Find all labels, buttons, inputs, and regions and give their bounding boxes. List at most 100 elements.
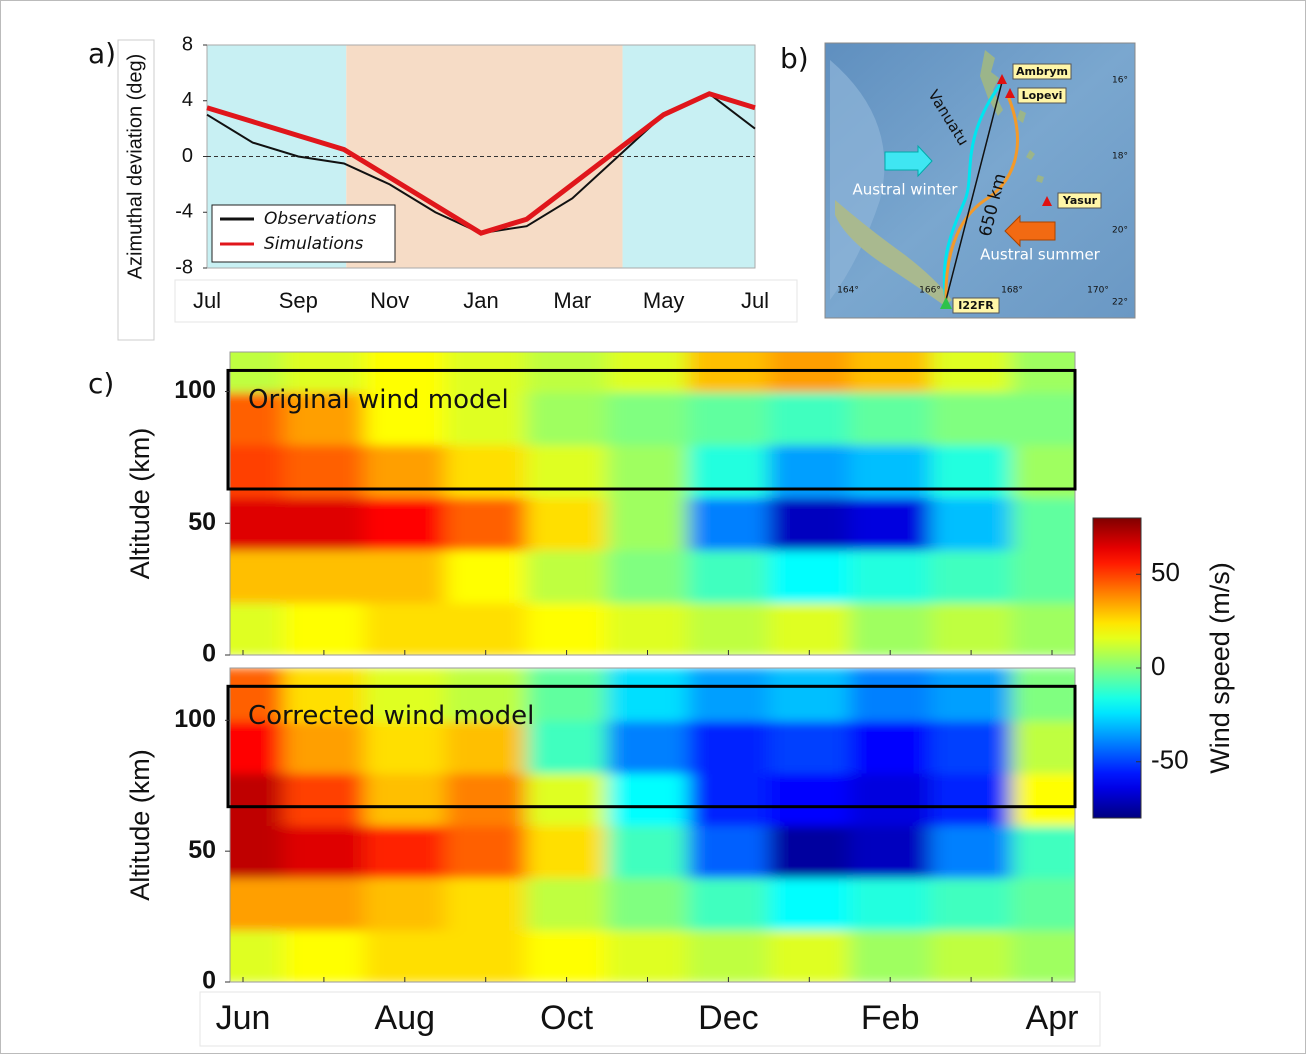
y-tick-label: 100	[174, 376, 216, 404]
y-axis-label: Azimuthal deviation (deg)	[124, 54, 146, 280]
y-tick-label: 0	[202, 967, 216, 995]
heat-cell	[768, 549, 851, 604]
heat-cell	[687, 720, 770, 774]
legend-label: Simulations	[264, 234, 364, 254]
highlight-box	[226, 684, 1077, 809]
lon-label: 164°	[837, 286, 859, 296]
heat-cell	[930, 668, 1013, 722]
heatmap-cells	[230, 668, 1075, 982]
heat-cell	[526, 720, 609, 774]
x-tick-label: Aug	[375, 999, 436, 1037]
y-axis-label: Altitude (km)	[125, 428, 155, 580]
axis-frame	[199, 991, 1101, 1047]
heat-cell	[1011, 602, 1075, 655]
heat-cell	[930, 496, 1013, 551]
heat-cell	[849, 720, 932, 774]
distance-line	[945, 81, 1003, 301]
island	[980, 50, 1044, 183]
heat-cell	[364, 352, 447, 393]
lat-label: 22°	[1112, 298, 1128, 308]
arrow-summer	[1004, 214, 1056, 248]
label-frame	[117, 39, 155, 341]
heat-cell	[687, 877, 770, 931]
heat-cell	[687, 602, 770, 655]
heat-cell	[526, 668, 609, 722]
x-tick-label: Mar	[553, 288, 591, 313]
heat-cell	[1011, 772, 1075, 826]
heat-cell	[1011, 352, 1075, 393]
heat-cell	[1011, 496, 1075, 551]
shelf	[830, 60, 885, 300]
heat-cell	[687, 668, 770, 722]
heat-cell	[607, 772, 689, 826]
heat-cell	[768, 496, 851, 551]
path-winter	[942, 84, 1002, 301]
y-tick-label: -4	[175, 201, 193, 223]
x-tick-label: Dec	[698, 999, 758, 1037]
heat-cell	[526, 602, 609, 655]
heat-cell	[1011, 929, 1075, 982]
heat-cell	[445, 772, 528, 826]
panel-label: a)	[88, 37, 116, 70]
heat-cell	[1011, 391, 1075, 446]
heatmap	[230, 668, 1075, 982]
heat-cell	[526, 352, 609, 393]
heat-cell	[930, 877, 1013, 931]
heat-cell	[687, 549, 770, 604]
x-tick-label: Oct	[540, 999, 593, 1037]
label-box	[952, 297, 1000, 314]
colorbar-tick-label: 50	[1151, 557, 1180, 587]
island	[835, 200, 952, 306]
heat-cell	[364, 772, 447, 826]
y-tick-label: -8	[175, 256, 193, 278]
heat-cell	[1011, 825, 1075, 879]
heat-cell	[687, 772, 770, 826]
heat-cell	[230, 549, 285, 604]
heat-cell	[930, 825, 1013, 879]
heat-cell	[849, 496, 932, 551]
season-label: Austral winter	[853, 181, 959, 199]
heat-cell	[768, 352, 851, 393]
heat-cell	[687, 825, 770, 879]
heat-cell	[930, 352, 1013, 393]
heat-cell	[849, 668, 932, 722]
volcano	[1042, 196, 1052, 206]
heat-cell	[849, 352, 932, 393]
heat-cell	[283, 720, 366, 774]
heat-cell	[230, 772, 285, 826]
heat-cell	[364, 877, 447, 931]
y-axis-label: Altitude (km)	[125, 749, 155, 901]
x-tick-label: Feb	[861, 999, 920, 1037]
x-tick-label: Apr	[1026, 999, 1079, 1037]
heat-cell	[445, 391, 528, 446]
x-tick-label: Jan	[463, 288, 498, 313]
lat-label: 16°	[1112, 76, 1128, 86]
heat-cell	[930, 772, 1013, 826]
arrow-winter	[884, 144, 933, 178]
x-tick-label: May	[643, 288, 685, 313]
panel-title: Corrected wind model	[248, 701, 534, 731]
heat-cell	[364, 720, 447, 774]
heat-cell	[283, 549, 366, 604]
heat-cell	[283, 496, 366, 551]
heat-cell	[445, 929, 528, 982]
heat-cell	[768, 772, 851, 826]
station	[940, 297, 952, 309]
heat-cell	[526, 496, 609, 551]
heat-cell	[526, 825, 609, 879]
heat-cell	[849, 391, 932, 446]
heat-cell	[930, 929, 1013, 982]
y-tick-label: 0	[202, 640, 216, 668]
heat-cell	[687, 391, 770, 446]
highlight-box	[226, 368, 1077, 491]
place-label: Lopevi	[1022, 89, 1063, 102]
heat-cell	[930, 602, 1013, 655]
heat-cell	[607, 352, 689, 393]
heat-cell	[445, 352, 528, 393]
heat-cell	[526, 391, 609, 446]
heat-cell	[230, 352, 285, 393]
heat-cell	[283, 352, 366, 393]
heat-cell	[230, 602, 285, 655]
heat-cell	[283, 602, 366, 655]
colorbar-tick-label: -50	[1151, 745, 1189, 775]
